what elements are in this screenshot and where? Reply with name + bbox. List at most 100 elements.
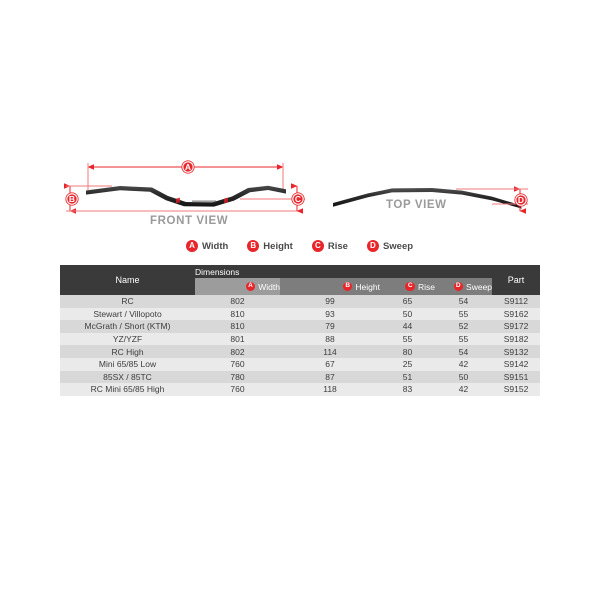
- cell-part: S9151: [503, 371, 529, 382]
- cell-sweep: 52: [458, 321, 469, 332]
- cell-width: 780: [230, 371, 245, 382]
- col-header-part: Part: [492, 265, 541, 295]
- cell-rise: 65: [402, 296, 413, 307]
- cell-height: 79: [325, 321, 335, 332]
- svg-text:D: D: [518, 195, 524, 205]
- badge-d-marker: D: [514, 193, 528, 207]
- handlebar-top-shape: [333, 188, 522, 209]
- cell-height: 88: [325, 334, 335, 345]
- table-head: Name Dimensions Part A Width B Height C: [60, 265, 541, 295]
- cell-width: 810: [230, 308, 245, 319]
- svg-text:C: C: [295, 194, 301, 204]
- cell-height: 118: [323, 384, 337, 395]
- svg-text:A: A: [185, 162, 191, 172]
- bar-logo-top: [416, 189, 442, 192]
- cell-part: S9112: [504, 296, 528, 307]
- badge-b-marker: B: [65, 192, 79, 206]
- legend-badge-b: B: [247, 240, 260, 252]
- cell-rise: 55: [402, 334, 413, 345]
- cell-width: 801: [230, 334, 245, 345]
- cell-part: S9132: [503, 346, 529, 357]
- cell-height: 87: [325, 371, 335, 382]
- front-view-label: FRONT VIEW: [150, 215, 228, 227]
- header-badge-c: C: [405, 281, 415, 292]
- cell-sweep: 42: [458, 359, 469, 370]
- top-view-group: TOP VIEW D: [333, 186, 528, 214]
- bar-logo-front: [192, 200, 216, 203]
- cell-rise: 50: [402, 308, 413, 319]
- cell-part: S9142: [503, 359, 529, 370]
- cell-part: S9172: [503, 321, 529, 332]
- cell-name: RC: [121, 296, 134, 307]
- cell-sweep: 42: [458, 384, 469, 395]
- header-label-height: Height: [355, 281, 380, 292]
- cell-sweep: 54: [458, 346, 469, 357]
- cell-part: S9182: [503, 334, 529, 345]
- cell-name: McGrath / Short (KTM): [84, 321, 171, 332]
- cell-rise: 83: [402, 384, 413, 395]
- cell-name: RC Mini 65/85 High: [90, 384, 165, 395]
- col-header-width: A Width: [195, 278, 280, 295]
- cell-width: 760: [230, 384, 245, 395]
- knurl-left: [176, 197, 180, 204]
- col-header-sweep: D Sweep: [435, 278, 493, 295]
- cell-rise: 80: [402, 346, 413, 357]
- legend-badge-d: D: [366, 240, 379, 252]
- cell-rise: 51: [402, 371, 413, 382]
- legend-label-sweep: Sweep: [382, 240, 414, 252]
- table-row: RC High 802 114 80 54 S9132: [60, 345, 541, 358]
- table-row: McGrath / Short (KTM) 810 79 44 52 S9172: [60, 320, 541, 333]
- cell-height: 67: [325, 359, 335, 370]
- col-header-height: B Height: [280, 278, 380, 295]
- col-header-dimensions: Dimensions: [195, 265, 493, 278]
- header-label-rise: Rise: [417, 281, 435, 292]
- table-body: RC 802 99 65 54 S9112 Stewart / Villopoto 810 93…: [60, 295, 541, 396]
- cell-width: 802: [230, 346, 245, 357]
- legend-item-height: B Height: [247, 240, 293, 252]
- table-row: RC 802 99 65 54 S9112: [60, 295, 541, 308]
- cell-width: 802: [230, 296, 245, 307]
- header-label-width: Width: [258, 281, 280, 292]
- legend-label-height: Height: [263, 240, 293, 252]
- cell-rise: 44: [402, 321, 413, 332]
- cell-part: S9162: [503, 308, 529, 319]
- header-badge-b: B: [342, 281, 353, 292]
- handlebar-spec-table: Name Dimensions Part A Width B Height C: [60, 265, 541, 396]
- dimension-legend: A Width B Height C Rise D Sweep: [186, 238, 436, 254]
- cell-name: YZ/YZF: [112, 334, 143, 345]
- header-badge-a: A: [245, 281, 256, 292]
- knurl-right: [224, 197, 228, 204]
- cell-name: RC High: [111, 346, 144, 357]
- handlebar-diagram: FRONT VIEW A B C TOP VIEW: [0, 0, 600, 258]
- legend-badge-c: C: [311, 240, 324, 252]
- col-header-rise: C Rise: [380, 278, 435, 295]
- cell-height: 114: [323, 346, 337, 357]
- cell-sweep: 55: [458, 308, 469, 319]
- table-row: YZ/YZF 801 88 55 55 S9182: [60, 332, 541, 346]
- svg-text:B: B: [69, 194, 75, 204]
- table-row: Mini 65/85 Low 760 67 25 42 S9142: [60, 357, 541, 371]
- table-row: Stewart / Villopoto 810 93 50 55 S9162: [60, 307, 541, 321]
- cell-sweep: 50: [458, 371, 469, 382]
- front-view-group: FRONT VIEW A B C: [64, 160, 305, 227]
- table-header-row-top: Name Dimensions Part: [60, 265, 541, 295]
- cell-width: 760: [230, 359, 245, 370]
- badge-a-marker: A: [181, 160, 195, 174]
- badge-c-marker: C: [291, 192, 305, 206]
- cell-height: 93: [325, 308, 335, 319]
- col-header-name: Name: [60, 265, 195, 295]
- table-row: RC Mini 65/85 High 760 118 83 42 S9152: [60, 383, 541, 396]
- cell-part: S9152: [503, 384, 529, 395]
- legend-item-rise: C Rise: [311, 240, 348, 252]
- cell-sweep: 54: [458, 296, 469, 307]
- cell-name: Stewart / Villopoto: [93, 308, 162, 319]
- table-row: 85SX / 85TC 780 87 51 50 S9151: [60, 370, 541, 384]
- legend-label-rise: Rise: [327, 240, 348, 252]
- top-view-label: TOP VIEW: [386, 199, 447, 211]
- table-header-row-sub: A Width B Height C Rise D Sweep: [60, 278, 540, 295]
- legend-item-width: A Width: [186, 240, 228, 252]
- legend-label-width: Width: [202, 240, 229, 252]
- cell-width: 810: [230, 321, 245, 332]
- cell-name: Mini 65/85 Low: [98, 359, 157, 370]
- header-badge-d: D: [453, 281, 464, 292]
